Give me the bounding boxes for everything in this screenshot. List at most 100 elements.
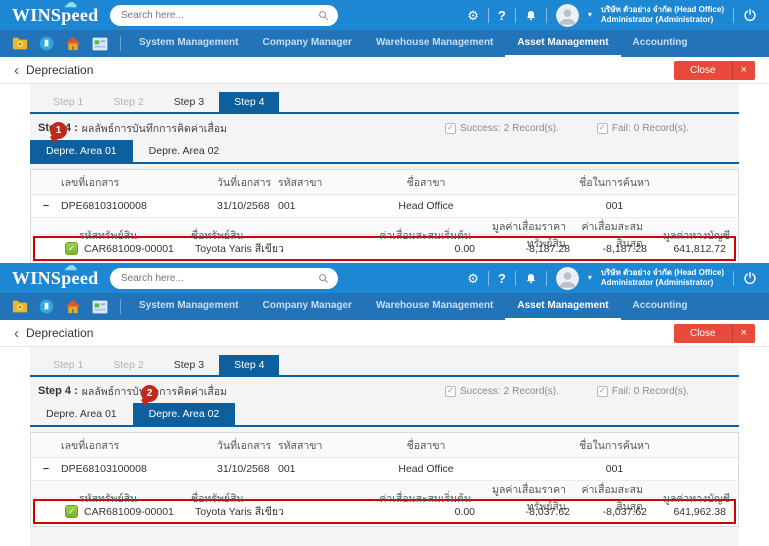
close-x-icon[interactable]: × [731,60,755,80]
tab-depre-area-01[interactable]: Depre. Area 01 [30,140,133,162]
tab-step-3[interactable]: Step 3 [173,359,205,371]
nav-item-accounting[interactable]: Accounting [632,300,688,311]
back-chevron-icon[interactable]: ‹ [14,61,19,79]
nav-item-company-manager[interactable]: Company Manager [262,37,352,48]
col-begin-accum: ค่าเสื่อมสะสมเริ่มต้น [379,492,471,505]
divider [733,270,734,286]
close-button[interactable]: Close × [673,323,755,343]
nav-item-system-management[interactable]: System Management [139,37,239,48]
fail-checkbox[interactable]: ✓ [596,122,608,134]
tab-step-1[interactable]: Step 1 [53,359,84,371]
nav-item-warehouse-management[interactable]: Warehouse Management [375,300,494,311]
page-header: ‹ Depreciation Close × [0,57,769,84]
bookmark-icon[interactable] [39,299,54,314]
success-counter[interactable]: ✓ Success: 2 Record(s). [445,385,559,397]
search-bar[interactable] [110,4,338,26]
bookmark-icon[interactable] [39,36,54,51]
apps-window-icon[interactable] [92,36,108,51]
nav-menu: System Management Company Manager Wareho… [127,30,700,57]
col-depre-value: มูลค่าเสื่อมราคาทรัพย์สิน [492,221,566,250]
asset-row[interactable]: ✓ CAR681009-00001 Toyota Yaris สีเขียว 0… [35,501,734,522]
chevron-down-icon[interactable]: ▾ [587,273,592,282]
search-icon[interactable] [318,273,329,284]
success-label: Success: [460,122,501,134]
col-book-value: มูลค่าทางบัญชี [663,492,730,505]
brand-logo[interactable]: WINSpeed ☁ [12,0,110,26]
home-icon[interactable] [65,299,81,314]
tab-step-4[interactable]: Step 4 [219,355,280,375]
success-label: Success: [460,385,501,397]
search-input[interactable] [119,8,318,22]
company-name: บริษัท ตัวอย่าง จำกัด (Head Office) [600,267,724,277]
close-button-label[interactable]: Close [689,64,716,76]
tab-step-4[interactable]: Step 4 [219,92,280,112]
asset-header-row: รหัสทรัพย์สิน ชื่อทรัพย์สิน ค่าเสื่อมสะส… [31,217,738,250]
nav-item-accounting[interactable]: Accounting [632,37,688,48]
user-avatar[interactable] [555,3,579,27]
document-row[interactable]: − DPE68103100008 31/10/2568 001 Head Off… [31,195,738,217]
col-asset-name: ชื่อทรัพย์สิน [191,229,244,242]
success-count: 2 [503,385,510,397]
search-input[interactable] [119,271,318,285]
nav-item-asset-management[interactable]: Asset Management [505,293,621,320]
notifications-bell-icon[interactable] [525,272,537,285]
tab-step-3[interactable]: Step 3 [173,96,205,108]
success-records-label: Record(s). [512,122,559,134]
folder-icon[interactable] [12,300,28,313]
home-icon[interactable] [65,36,81,51]
topbar-right-cluster: ⚙ ? ▾ บริษัท ตัวอย่าง จำกัด (Head Office… [467,3,757,27]
settings-gear-icon[interactable]: ⚙ [467,270,479,286]
close-button-label[interactable]: Close [689,327,716,339]
search-bar[interactable] [110,267,338,289]
col-depre-value: มูลค่าเสื่อมราคาทรัพย์สิน [492,484,566,513]
success-counter[interactable]: ✓ Success: 2 Record(s). [445,122,559,134]
document-row[interactable]: − DPE68103100008 31/10/2568 001 Head Off… [31,458,738,480]
collapse-expander-icon[interactable]: − [42,200,50,212]
branch-code-value: 001 [278,463,296,475]
top-bar: WINSpeed ☁ ⚙ ? ▾ บริษัท ตัวอย่าง จำกัด (… [0,0,769,30]
tab-step-2[interactable]: Step 2 [113,96,144,108]
logout-power-icon[interactable] [743,8,757,22]
cloud-icon: ☁ [64,0,78,10]
help-icon[interactable]: ? [497,270,506,286]
tab-depre-area-02[interactable]: Depre. Area 02 [148,145,220,157]
depre-value: -8,037.62 [525,505,570,518]
fail-checkbox[interactable]: ✓ [596,385,608,397]
user-avatar[interactable] [555,266,579,290]
help-icon[interactable]: ? [497,7,506,23]
col-book-value: มูลค่าทางบัญชี [663,229,730,242]
end-accum-value: -8,187.28 [602,242,647,255]
tab-step-1[interactable]: Step 1 [53,96,84,108]
close-button[interactable]: Close × [673,60,755,80]
asset-name-value: Toyota Yaris สีเขียว [195,243,284,255]
success-checkbox[interactable]: ✓ [445,385,457,397]
tab-step-2[interactable]: Step 2 [113,359,144,371]
tab-depre-area-02[interactable]: Depre. Area 02 [132,403,236,425]
nav-item-warehouse-management[interactable]: Warehouse Management [375,37,494,48]
collapse-expander-icon[interactable]: − [42,463,50,475]
logout-power-icon[interactable] [743,271,757,285]
tab-depre-area-01[interactable]: Depre. Area 01 [46,408,117,420]
fail-counter[interactable]: ✓ Fail: 0 Record(s). [596,385,689,397]
top-bar: WINSpeed ☁ ⚙ ? ▾ บริษัท ตัวอย่าง จำกัด (… [0,263,769,293]
nav-menu: System Management Company Manager Wareho… [127,293,700,320]
notifications-bell-icon[interactable] [525,9,537,22]
branch-code-value: 001 [278,200,296,212]
nav-item-asset-management[interactable]: Asset Management [505,30,621,57]
close-x-icon[interactable]: × [731,323,755,343]
asset-row[interactable]: ✓ CAR681009-00001 Toyota Yaris สีเขียว 0… [35,238,734,259]
success-checkbox[interactable]: ✓ [445,122,457,134]
apps-window-icon[interactable] [92,299,108,314]
settings-gear-icon[interactable]: ⚙ [467,7,479,23]
divider [545,7,547,23]
begin-accum-value: 0.00 [454,505,475,518]
brand-logo[interactable]: WINSpeed ☁ [12,263,110,289]
nav-item-company-manager[interactable]: Company Manager [262,300,352,311]
fail-counter[interactable]: ✓ Fail: 0 Record(s). [596,122,689,134]
search-name-value: 001 [605,463,624,475]
back-chevron-icon[interactable]: ‹ [14,324,19,342]
folder-icon[interactable] [12,37,28,50]
nav-item-system-management[interactable]: System Management [139,300,239,311]
chevron-down-icon[interactable]: ▾ [587,10,592,19]
search-icon[interactable] [318,10,329,21]
